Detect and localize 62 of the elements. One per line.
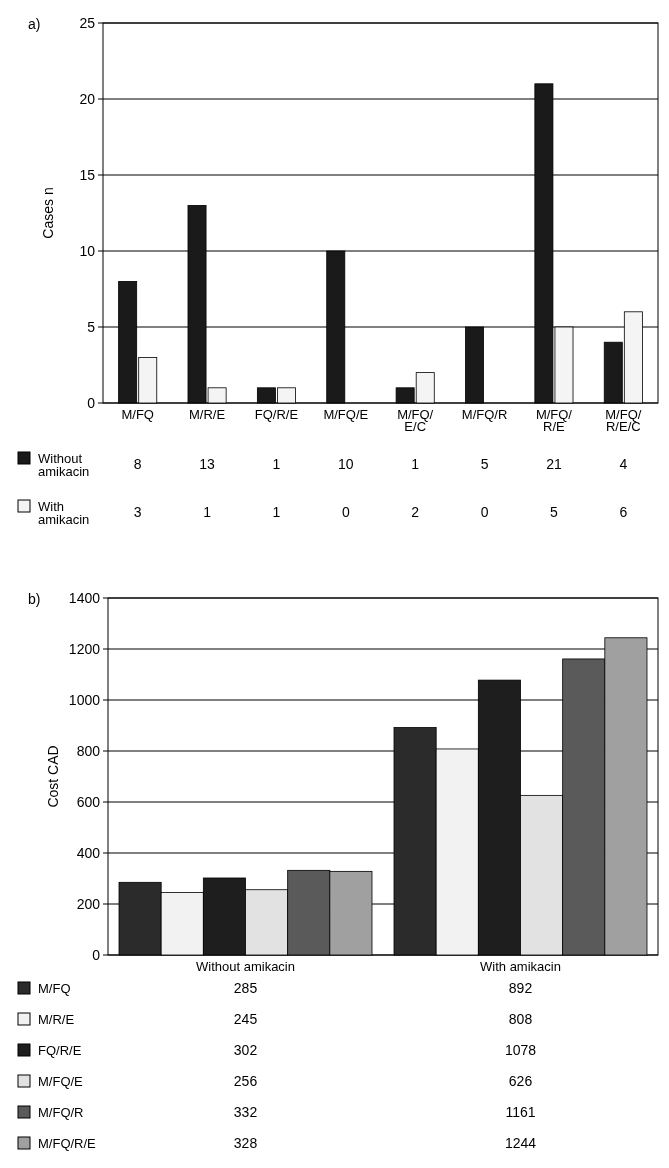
y-tick-label: 20 [79, 90, 96, 107]
data-label: 1244 [504, 1135, 537, 1151]
data-label: 5 [550, 504, 559, 520]
data-label: 8 [133, 456, 142, 472]
y-tick-label: 15 [79, 166, 96, 183]
y-tick-label: 10 [79, 242, 96, 259]
y-tick-label: 0 [87, 394, 96, 411]
data-label: 2 [411, 504, 420, 520]
data-label: 626 [508, 1073, 533, 1089]
data-label: 256 [233, 1073, 258, 1089]
y-tick-label: 400 [76, 844, 101, 861]
data-label: 0 [480, 504, 489, 520]
data-label: 13 [199, 456, 216, 472]
x-tick-label: M/FQ [121, 407, 154, 422]
data-label: 1 [203, 504, 212, 520]
y-axis-title: Cases n [40, 187, 56, 239]
text: a) [28, 16, 41, 32]
y-tick-label: 200 [76, 895, 101, 912]
x-tick-label: M/FQ/E/C [397, 407, 434, 434]
legend-label: M/FQ/R [38, 1105, 84, 1120]
data-label: 21 [546, 456, 562, 472]
data-label: 1161 [505, 1104, 536, 1120]
data-label: 1078 [504, 1042, 537, 1058]
y-axis-title: Cost CAD [45, 745, 61, 808]
y-tick-label: 600 [76, 793, 101, 810]
x-tick-label: M/FQ/R [461, 407, 508, 422]
data-label: 1 [272, 504, 281, 520]
data-label: 4 [619, 456, 628, 472]
x-tick-label: M/R/E [189, 407, 226, 422]
data-label: 302 [233, 1042, 258, 1058]
y-tick-label: 5 [87, 318, 96, 335]
y-tick-label: 1400 [68, 589, 101, 606]
data-label: 0 [341, 504, 350, 520]
legend-label: M/FQ/R/E [38, 1136, 97, 1151]
data-label: 892 [508, 980, 533, 996]
y-tick-label: 800 [76, 742, 101, 759]
y-tick-label: 1200 [68, 640, 101, 657]
data-label: 10 [338, 456, 354, 472]
legend-label: With amikacin [38, 499, 90, 527]
data-label: 3 [133, 504, 142, 520]
data-label: 808 [508, 1011, 533, 1027]
y-tick-label: 0 [92, 946, 101, 963]
data-label: 328 [233, 1135, 258, 1151]
legend-label: FQ/R/E [38, 1043, 82, 1058]
y-tick-label: 25 [79, 14, 96, 31]
y-tick-label: 1000 [68, 691, 101, 708]
legend-label: M/FQ [38, 981, 71, 996]
data-label: 285 [233, 980, 258, 996]
data-label: 1 [272, 456, 281, 472]
x-tick-label: FQ/R/E [254, 407, 299, 422]
text: b) [28, 591, 41, 607]
legend-label: Without amikacin [38, 451, 90, 479]
data-label: 5 [480, 456, 489, 472]
x-tick-label: M/FQ/R/E/C [605, 407, 642, 434]
legend-label: M/R/E [38, 1012, 75, 1027]
x-tick-label: M/FQ/R/E [535, 407, 573, 434]
x-tick-label: M/FQ/E [323, 407, 369, 422]
data-label: 1 [411, 456, 420, 472]
data-label: 6 [619, 504, 628, 520]
data-label: 245 [233, 1011, 258, 1027]
data-label: 332 [233, 1104, 258, 1120]
legend-label: M/FQ/E [38, 1074, 84, 1089]
